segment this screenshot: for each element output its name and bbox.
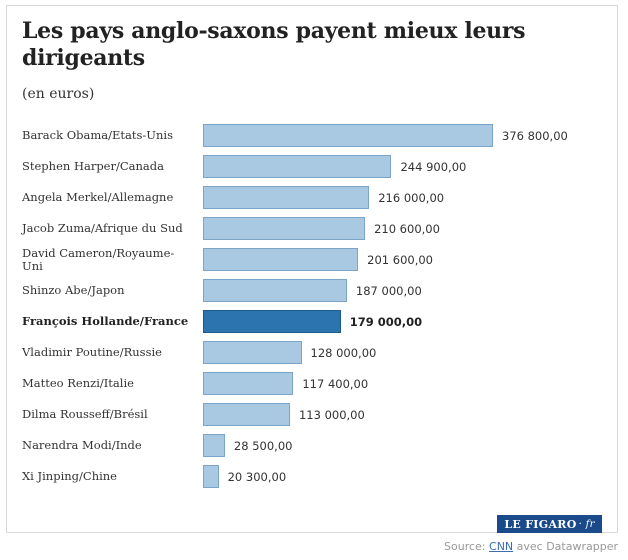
bar — [203, 372, 294, 395]
bar-value-label: 128 000,00 — [310, 345, 377, 360]
bar — [203, 124, 493, 147]
bar-value-label: 113 000,00 — [298, 407, 365, 422]
bar-label: Barack Obama/Etats-Unis — [22, 128, 173, 142]
logo-suffix: · fr — [578, 518, 595, 530]
chart-title: Les pays anglo-saxons payent mieux leurs… — [22, 18, 526, 71]
bar — [203, 248, 359, 271]
bar-value-label: 20 300,00 — [227, 469, 287, 484]
source-suffix: avec Datawrapper — [513, 540, 618, 553]
bar-label: Matteo Renzi/Italie — [22, 376, 134, 390]
le-figaro-logo: LE FIGARO · fr — [497, 515, 602, 533]
bar-value-label: 179 000,00 — [349, 314, 423, 329]
bar — [203, 155, 392, 178]
bar-value-label: 376 800,00 — [502, 128, 568, 143]
bar-value-label: 117 400,00 — [302, 376, 369, 391]
source-prefix: Source: — [444, 540, 490, 553]
bar-value-label: 244 900,00 — [400, 159, 467, 174]
bar-label: Angela Merkel/Allemagne — [22, 190, 174, 204]
source-note: Source: CNN avec Datawrapper — [444, 540, 618, 553]
bar-label: David Cameron/Royaume-Uni — [22, 245, 175, 273]
bar — [203, 434, 225, 457]
bar-value-label: 28 500,00 — [233, 438, 293, 453]
bar-label: François Hollande/France — [22, 314, 189, 328]
bar — [203, 186, 370, 209]
bar — [203, 341, 302, 364]
bar-label: Xi Jinping/Chine — [22, 469, 117, 483]
chart-subtitle: (en euros) — [22, 86, 95, 102]
bar-value-label: 187 000,00 — [355, 283, 422, 298]
bar-chart: Barack Obama/Etats-Unis 376 800,00 Stephen… — [22, 124, 568, 488]
bar-value-label: 216 000,00 — [378, 190, 445, 205]
bar — [203, 403, 290, 426]
bar — [203, 279, 347, 302]
bar-label: Shinzo Abe/Japon — [22, 283, 125, 297]
bar-label: Dilma Rousseff/Brésil — [22, 407, 148, 421]
bar-value-label: 201 600,00 — [367, 252, 434, 267]
logo-text: LE FIGARO — [504, 517, 577, 531]
source-link-cnn[interactable]: CNN — [489, 540, 514, 553]
bar-value-label: 210 600,00 — [374, 221, 440, 236]
bar — [203, 217, 366, 240]
bar-label: Vladimir Poutine/Russie — [22, 345, 162, 359]
bar-label: Stephen Harper/Canada — [22, 159, 164, 173]
bar — [203, 465, 219, 488]
bar-label: Jacob Zuma/Afrique du Sud — [22, 221, 183, 235]
bar-highlighted — [203, 310, 341, 333]
bar-label: Narendra Modi/Inde — [22, 438, 142, 452]
